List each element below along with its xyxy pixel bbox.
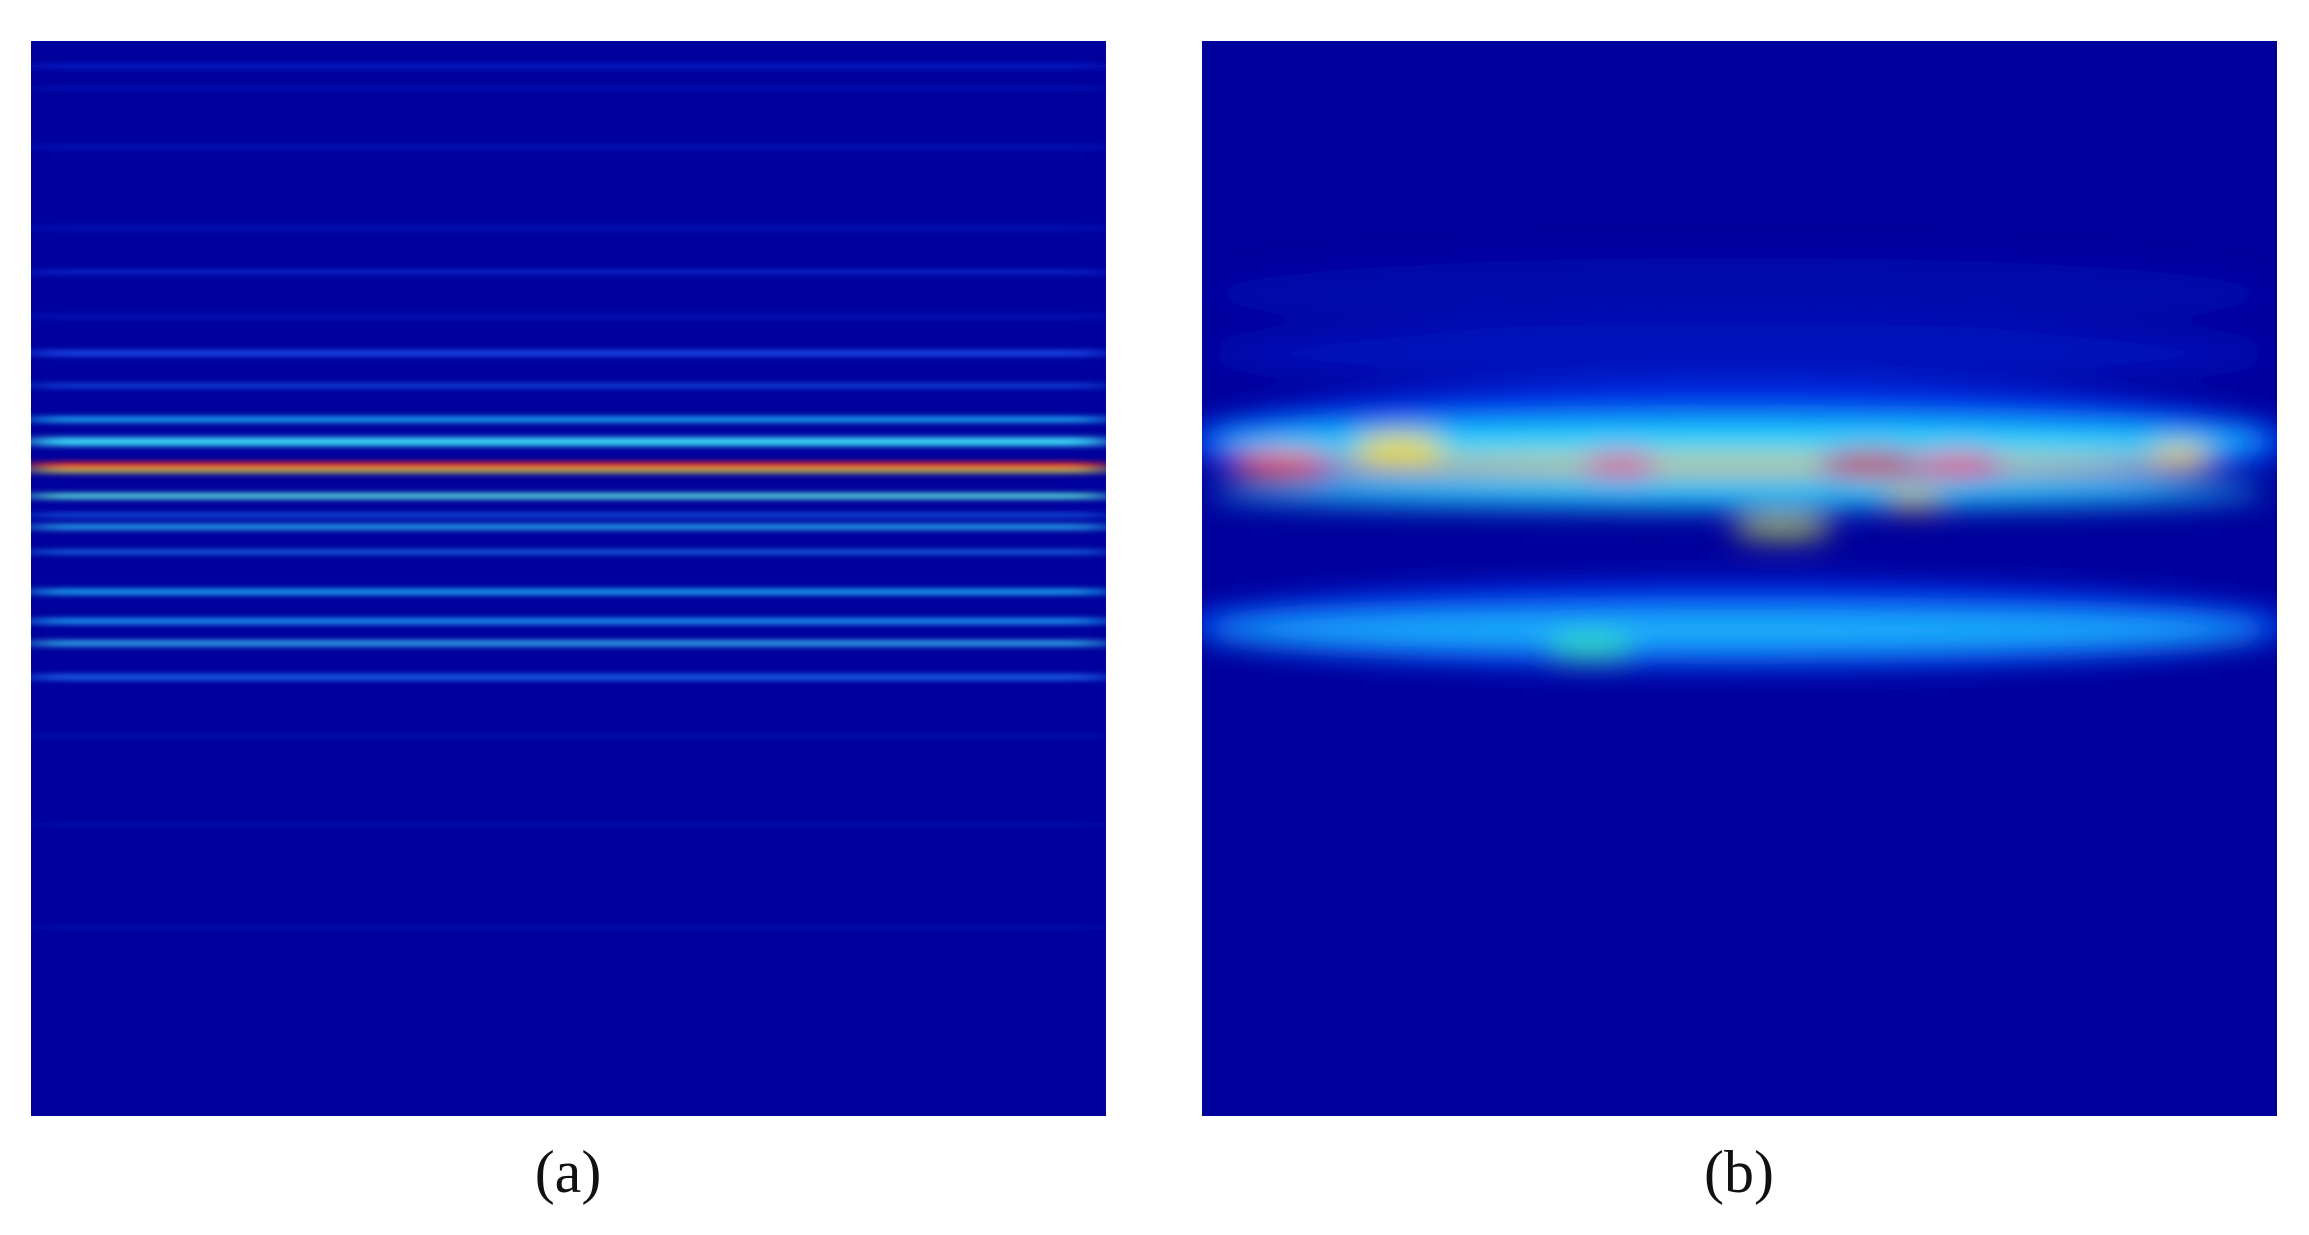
heat-blob — [1208, 418, 2268, 466]
heat-blob — [1885, 491, 1945, 510]
heat-band — [31, 437, 1106, 446]
heat-band — [31, 269, 1106, 275]
heat-band — [31, 314, 1106, 318]
heat-band — [31, 468, 1106, 474]
panel-label: (a) — [535, 1139, 602, 1205]
heat-band — [31, 493, 1106, 499]
heat-blob — [1583, 454, 1657, 476]
heat-blob — [1355, 434, 1444, 464]
heat-blob — [2150, 445, 2210, 467]
heat-band — [31, 63, 1106, 69]
heat-band — [31, 640, 1106, 647]
panel-b-background — [1202, 41, 2277, 1116]
heat-blob — [1208, 323, 2268, 383]
heat-blob — [1208, 257, 2268, 332]
heat-band — [31, 674, 1106, 681]
heat-band — [31, 383, 1106, 388]
panel-label: (b) — [1704, 1139, 1774, 1205]
heat-band — [31, 549, 1106, 555]
heat-band — [31, 86, 1106, 90]
heat-blob — [1730, 515, 1834, 539]
panel-b-heatmap — [1202, 257, 2277, 670]
heat-band — [31, 588, 1106, 595]
heat-blob — [1208, 609, 2268, 651]
heat-band — [31, 462, 1106, 469]
heat-blob — [1914, 454, 2004, 476]
panel-a-background — [31, 41, 1106, 1116]
heat-band — [31, 512, 1106, 518]
heat-blob — [1819, 451, 1923, 479]
heat-blob — [1230, 453, 1333, 477]
heat-band — [31, 734, 1106, 738]
panel-a-heatmap — [31, 63, 1106, 929]
heat-blob — [1208, 478, 2268, 508]
heat-band — [31, 226, 1106, 230]
heat-band — [31, 926, 1106, 929]
heat-band — [31, 145, 1106, 149]
heat-band — [31, 822, 1106, 826]
heat-band — [31, 350, 1106, 357]
heat-band — [31, 416, 1106, 423]
heat-band — [31, 618, 1106, 625]
heat-band — [31, 524, 1106, 530]
heat-blob — [1546, 637, 1635, 659]
